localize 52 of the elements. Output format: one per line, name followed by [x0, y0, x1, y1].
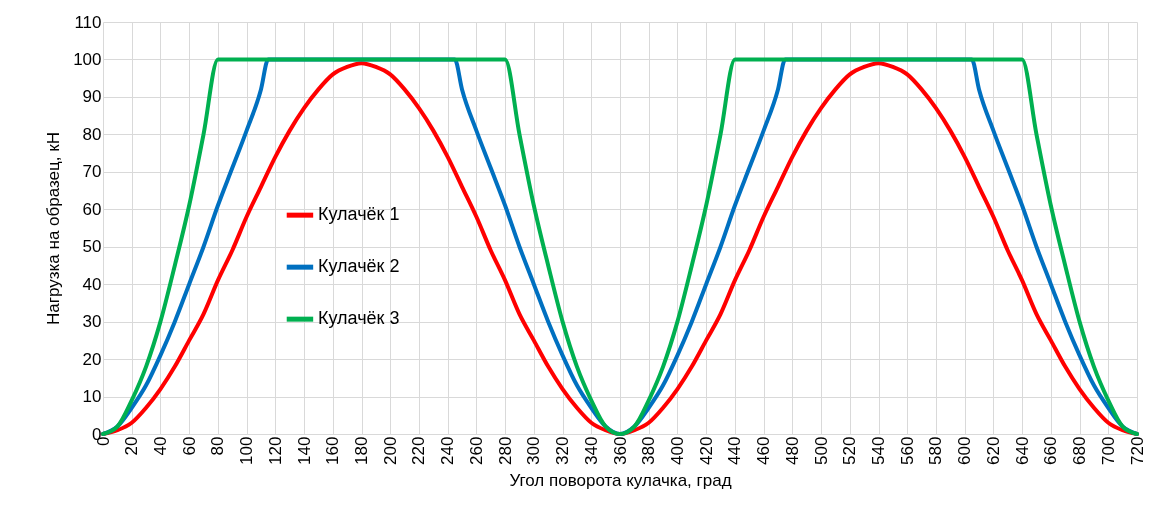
x-tick-label: 300 — [524, 436, 544, 465]
x-tick-label: 720 — [1127, 436, 1147, 465]
x-tick-label: 160 — [323, 436, 343, 465]
x-tick-label: 640 — [1012, 436, 1032, 465]
x-tick-label: 620 — [983, 436, 1003, 465]
x-tick-label: 380 — [639, 436, 659, 465]
y-tick-label: 20 — [82, 349, 102, 369]
x-tick-label: 100 — [237, 436, 257, 465]
legend-label: Кулачёк 1 — [317, 204, 400, 225]
x-tick-label: 520 — [840, 436, 860, 465]
x-tick-label: 680 — [1070, 436, 1090, 465]
x-tick-label: 560 — [897, 436, 917, 465]
x-tick-label: 320 — [553, 436, 573, 465]
x-tick-label: 480 — [782, 436, 802, 465]
x-tick-label: 60 — [179, 436, 199, 456]
x-tick-label: 140 — [294, 436, 314, 465]
x-tick-label: 420 — [696, 436, 716, 465]
x-tick-label: 660 — [1041, 436, 1061, 465]
y-tick-label: 80 — [82, 124, 102, 144]
x-tick-label: 700 — [1098, 436, 1118, 465]
x-tick-label: 460 — [754, 436, 774, 465]
x-tick-label: 80 — [208, 436, 228, 456]
x-tick-label: 440 — [725, 436, 745, 465]
x-tick-label: 40 — [150, 436, 170, 456]
x-tick-label: 200 — [380, 436, 400, 465]
y-axis-title: Нагрузка на образец, кН — [44, 132, 64, 325]
y-tick-label: 110 — [74, 12, 102, 32]
y-tick-label: 10 — [82, 387, 102, 407]
y-tick-label: 100 — [73, 49, 102, 69]
x-tick-label: 600 — [955, 436, 975, 465]
x-tick-label: 20 — [122, 436, 142, 456]
legend-label: Кулачёк 2 — [317, 256, 400, 277]
x-tick-label: 220 — [409, 436, 429, 465]
y-tick-label: 50 — [82, 237, 102, 257]
x-tick-label: 260 — [466, 436, 486, 465]
y-tick-label: 60 — [82, 199, 102, 219]
x-tick-label: 340 — [581, 436, 601, 465]
x-tick-label: 580 — [926, 436, 946, 465]
x-tick-label: 360 — [610, 436, 630, 465]
x-tick-label: 240 — [438, 436, 458, 465]
x-tick-label: 280 — [495, 436, 515, 465]
legend-label: Кулачёк 3 — [317, 308, 400, 329]
x-tick-label: 400 — [667, 436, 687, 465]
x-tick-label: 120 — [265, 436, 285, 465]
x-tick-label: 540 — [869, 436, 888, 465]
y-tick-label: 40 — [82, 274, 102, 294]
x-tick-label: 180 — [352, 436, 371, 465]
x-tick-label: 500 — [811, 436, 831, 465]
x-axis-title: Угол поворота кулачка, град — [509, 470, 732, 490]
y-tick-label: 70 — [82, 162, 102, 182]
y-tick-label: 30 — [82, 312, 102, 332]
y-tick-label: 90 — [82, 87, 102, 107]
